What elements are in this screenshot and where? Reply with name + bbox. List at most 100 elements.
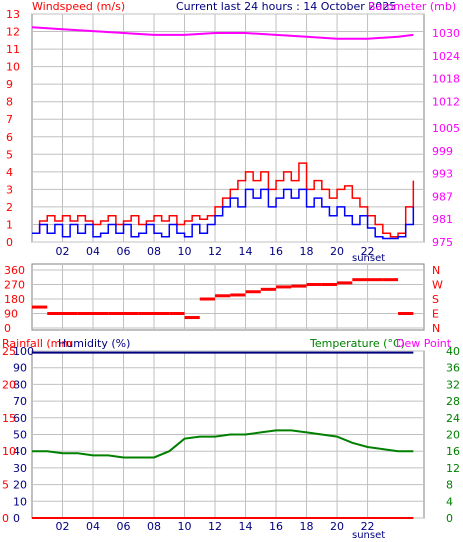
- compass-tick-label: W: [432, 279, 443, 292]
- wind-tick-label: 3: [6, 183, 13, 196]
- wind-tick-label: 4: [6, 166, 13, 179]
- barometer-tick-label: 1024: [432, 50, 460, 63]
- barometer-tick-label: 981: [432, 213, 453, 226]
- rain-tick-label: 5: [2, 479, 9, 492]
- wind-tick-label: 9: [6, 78, 13, 91]
- x-tick-label-top: 02: [56, 245, 70, 258]
- x-tick-label-bottom: 16: [269, 520, 283, 533]
- x-tick-label-bottom: 08: [147, 520, 161, 533]
- x-tick-label-top: 14: [239, 245, 253, 258]
- temperature-tick-label: 8: [446, 479, 453, 492]
- x-tick-label-bottom: 04: [86, 520, 100, 533]
- temperature-tick-label: 40: [446, 345, 460, 358]
- wind-gust-line: [32, 162, 415, 238]
- sunset-label-top: sunset: [352, 253, 385, 264]
- temperature-tick-label: 16: [446, 445, 460, 458]
- wind-tick-label: 8: [6, 96, 13, 109]
- x-tick-label-bottom: 18: [300, 520, 314, 533]
- barometer-tick-label: 1005: [432, 122, 460, 135]
- humidity-axis-title: Humidity (%): [58, 337, 130, 350]
- axis-labels: 0123456789101112139759819879939991005101…: [2, 8, 460, 533]
- wind-panel-frame: [31, 13, 425, 243]
- rain-tick-label: 25: [2, 345, 16, 358]
- humidity-tick-label: 0: [13, 512, 20, 525]
- x-tick-label-top: 12: [208, 245, 222, 258]
- temperature-tick-label: 12: [446, 462, 460, 475]
- humidity-tick-label: 70: [13, 395, 27, 408]
- x-tick-label-top: 08: [147, 245, 161, 258]
- humidity-tick-label: 90: [13, 362, 27, 375]
- compass-tick-label: E: [432, 308, 439, 321]
- x-tick-label-bottom: 10: [178, 520, 192, 533]
- x-tick-label-top: 10: [178, 245, 192, 258]
- x-tick-label-bottom: 20: [330, 520, 344, 533]
- barometer-tick-label: 975: [432, 236, 453, 249]
- x-tick-label-top: 18: [300, 245, 314, 258]
- temperature-tick-label: 20: [446, 429, 460, 442]
- direction-tick-label: 90: [4, 308, 18, 321]
- barometer-tick-label: 1030: [432, 27, 460, 40]
- x-tick-label-bottom: 22: [361, 520, 375, 533]
- direction-tick-label: 0: [4, 322, 11, 335]
- barometer-tick-label: 999: [432, 145, 453, 158]
- humidity-tick-label: 20: [13, 479, 27, 492]
- x-tick-label-bottom: 02: [56, 520, 70, 533]
- temperature-tick-label: 0: [446, 512, 453, 525]
- wind-tick-label: 10: [6, 61, 20, 74]
- humidity-tick-label: 80: [13, 378, 27, 391]
- temperature-tick-label: 36: [446, 362, 460, 375]
- barometer-line: [31, 26, 414, 40]
- rainfall-axis-title: Rainfall (mm: [2, 337, 72, 350]
- x-tick-label-top: 06: [117, 245, 131, 258]
- humidity-tick-label: 60: [13, 412, 27, 425]
- dewpoint-axis-title: Dew Point: [396, 337, 452, 350]
- humidity-tick-label: 30: [13, 462, 27, 475]
- x-tick-label-bottom: 12: [208, 520, 222, 533]
- humidity-tick-label: 100: [13, 345, 34, 358]
- wind-tick-label: 13: [6, 8, 20, 21]
- barometer-tick-label: 1012: [432, 95, 460, 108]
- rain-tick-label: 10: [2, 445, 16, 458]
- direction-tick-label: 180: [4, 293, 25, 306]
- x-tick-label-bottom: 14: [239, 520, 253, 533]
- barometer-axis-title: Barometer (mb): [368, 0, 456, 13]
- x-tick-label-top: 16: [269, 245, 283, 258]
- humidity-tick-label: 40: [13, 445, 27, 458]
- wind-tick-label: 6: [6, 131, 13, 144]
- direction-tick-label: 270: [4, 279, 25, 292]
- wind-tick-label: 1: [6, 218, 13, 231]
- chart-title: Current last 24 hours : 14 October 2025: [176, 0, 396, 13]
- barometer-tick-label: 987: [432, 190, 453, 203]
- temperature-tick-label: 24: [446, 412, 460, 425]
- rain-tick-label: 20: [2, 378, 16, 391]
- temperature-tick-label: 4: [446, 495, 453, 508]
- x-tick-label-top: 04: [86, 245, 100, 258]
- compass-tick-label: N: [432, 264, 440, 277]
- wind-tick-label: 2: [6, 201, 13, 214]
- x-tick-label-bottom: 06: [117, 520, 131, 533]
- temperature-tick-label: 32: [446, 378, 460, 391]
- barometer-tick-label: 993: [432, 168, 453, 181]
- direction-tick-label: 360: [4, 264, 25, 277]
- temperature-axis-title: Temperature (°C): [309, 337, 405, 350]
- wind-tick-label: 5: [6, 148, 13, 161]
- temperature-tick-label: 28: [446, 395, 460, 408]
- x-tick-label-top: 22: [361, 245, 375, 258]
- x-tick-label-top: 20: [330, 245, 344, 258]
- wind-tick-label: 11: [6, 43, 20, 56]
- compass-tick-label: N: [432, 322, 440, 335]
- compass-tick-label: S: [432, 293, 439, 306]
- windspeed-axis-title: Windspeed (m/s): [32, 0, 125, 13]
- data-series: [31, 26, 415, 519]
- rain-tick-label: 0: [2, 512, 9, 525]
- temperature-line: [32, 429, 414, 459]
- wind-average-line: [32, 188, 415, 240]
- rain-tick-label: 15: [2, 412, 16, 425]
- humidity-tick-label: 10: [13, 495, 27, 508]
- wind-tick-label: 12: [6, 26, 20, 39]
- wind-tick-label: 0: [6, 236, 13, 249]
- sunset-label-bottom: sunset: [352, 530, 385, 541]
- humidity-tick-label: 50: [13, 429, 27, 442]
- barometer-tick-label: 1018: [432, 73, 460, 86]
